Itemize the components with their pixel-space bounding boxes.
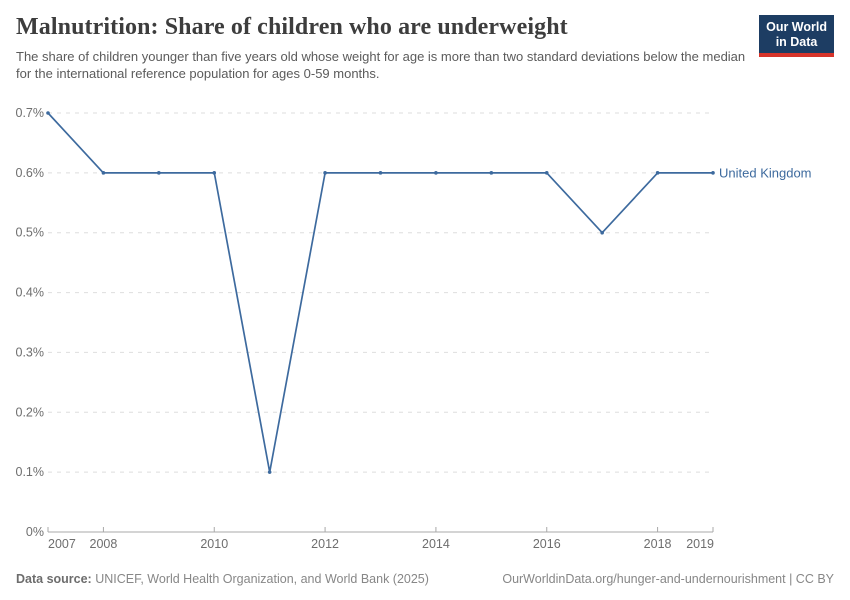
data-point bbox=[711, 171, 715, 175]
data-point bbox=[434, 171, 438, 175]
x-tick-label: 2012 bbox=[311, 537, 339, 551]
data-point bbox=[378, 171, 383, 175]
logo-line-1: Our World bbox=[766, 20, 827, 34]
data-point bbox=[101, 171, 106, 175]
data-point bbox=[46, 111, 50, 115]
chart-subtitle: The share of children younger than five … bbox=[16, 49, 746, 81]
data-point bbox=[489, 171, 494, 175]
data-point bbox=[157, 171, 161, 175]
y-tick-label: 0.7% bbox=[16, 106, 45, 120]
data-point bbox=[267, 470, 272, 474]
chart-url: OurWorldinData.org/hunger-and-undernouri… bbox=[502, 572, 834, 586]
x-tick-label: 2016 bbox=[533, 537, 561, 551]
chart-footer: Data source: UNICEF, World Health Organi… bbox=[16, 572, 834, 586]
chart-title: Malnutrition: Share of children who are … bbox=[16, 14, 568, 40]
entity-label: United Kingdom bbox=[719, 165, 812, 180]
x-tick-label: 2007 bbox=[48, 537, 76, 551]
x-tick-label: 2014 bbox=[422, 537, 450, 551]
x-tick-label: 2018 bbox=[644, 537, 672, 551]
data-source-label: Data source: bbox=[16, 572, 92, 586]
y-tick-label: 0.2% bbox=[16, 405, 45, 419]
data-point bbox=[323, 171, 327, 175]
y-tick-label: 0.4% bbox=[16, 286, 45, 300]
data-point bbox=[544, 171, 549, 175]
y-tick-label: 0.6% bbox=[16, 166, 45, 180]
data-point bbox=[655, 171, 660, 175]
y-tick-label: 0.5% bbox=[16, 226, 45, 240]
data-point bbox=[600, 230, 604, 235]
data-point bbox=[212, 171, 217, 175]
logo-line-2: in Data bbox=[775, 35, 818, 49]
y-tick-label: 0% bbox=[26, 525, 44, 539]
x-tick-label: 2010 bbox=[200, 537, 228, 551]
x-tick-label: 2008 bbox=[90, 537, 118, 551]
data-source: Data source: UNICEF, World Health Organi… bbox=[16, 572, 429, 586]
x-tick-label: 2019 bbox=[686, 537, 714, 551]
y-tick-label: 0.1% bbox=[16, 465, 45, 479]
owid-logo: Our World in Data bbox=[759, 15, 834, 57]
data-source-text: UNICEF, World Health Organization, and W… bbox=[91, 572, 429, 586]
y-tick-label: 0.3% bbox=[16, 345, 45, 359]
chart-header: Malnutrition: Share of children who are … bbox=[16, 14, 834, 83]
